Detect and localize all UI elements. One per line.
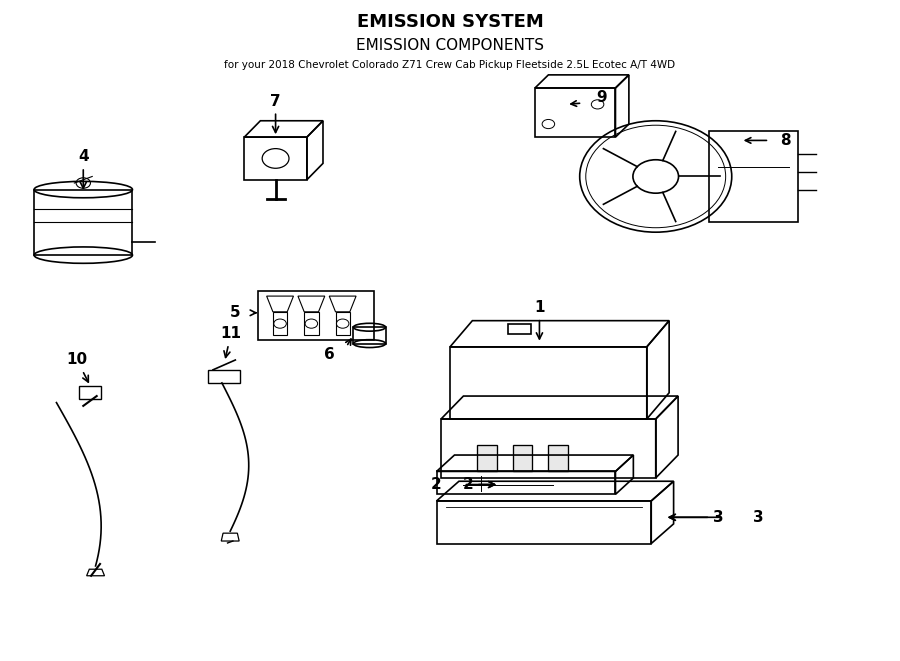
Text: for your 2018 Chevrolet Colorado Z71 Crew Cab Pickup Fleetside 2.5L Ecotec A/T 4: for your 2018 Chevrolet Colorado Z71 Cre… — [224, 60, 676, 70]
Text: 2: 2 — [431, 477, 442, 492]
Bar — [257, 292, 374, 340]
Text: 6: 6 — [324, 347, 335, 362]
Text: 8: 8 — [780, 133, 791, 148]
Text: 4: 4 — [78, 149, 88, 188]
Text: EMISSION SYSTEM: EMISSION SYSTEM — [356, 13, 544, 32]
Text: 3: 3 — [753, 510, 764, 525]
Text: 11: 11 — [220, 327, 241, 358]
Polygon shape — [548, 446, 568, 471]
Text: 7: 7 — [270, 94, 281, 132]
Text: 1: 1 — [535, 300, 544, 339]
Text: EMISSION COMPONENTS: EMISSION COMPONENTS — [356, 38, 544, 53]
Text: 3: 3 — [670, 510, 724, 525]
Polygon shape — [513, 446, 532, 471]
Text: 9: 9 — [597, 91, 608, 105]
Text: 5: 5 — [230, 305, 240, 321]
Text: 10: 10 — [67, 352, 88, 382]
Polygon shape — [477, 446, 497, 471]
Text: 2: 2 — [463, 477, 495, 492]
